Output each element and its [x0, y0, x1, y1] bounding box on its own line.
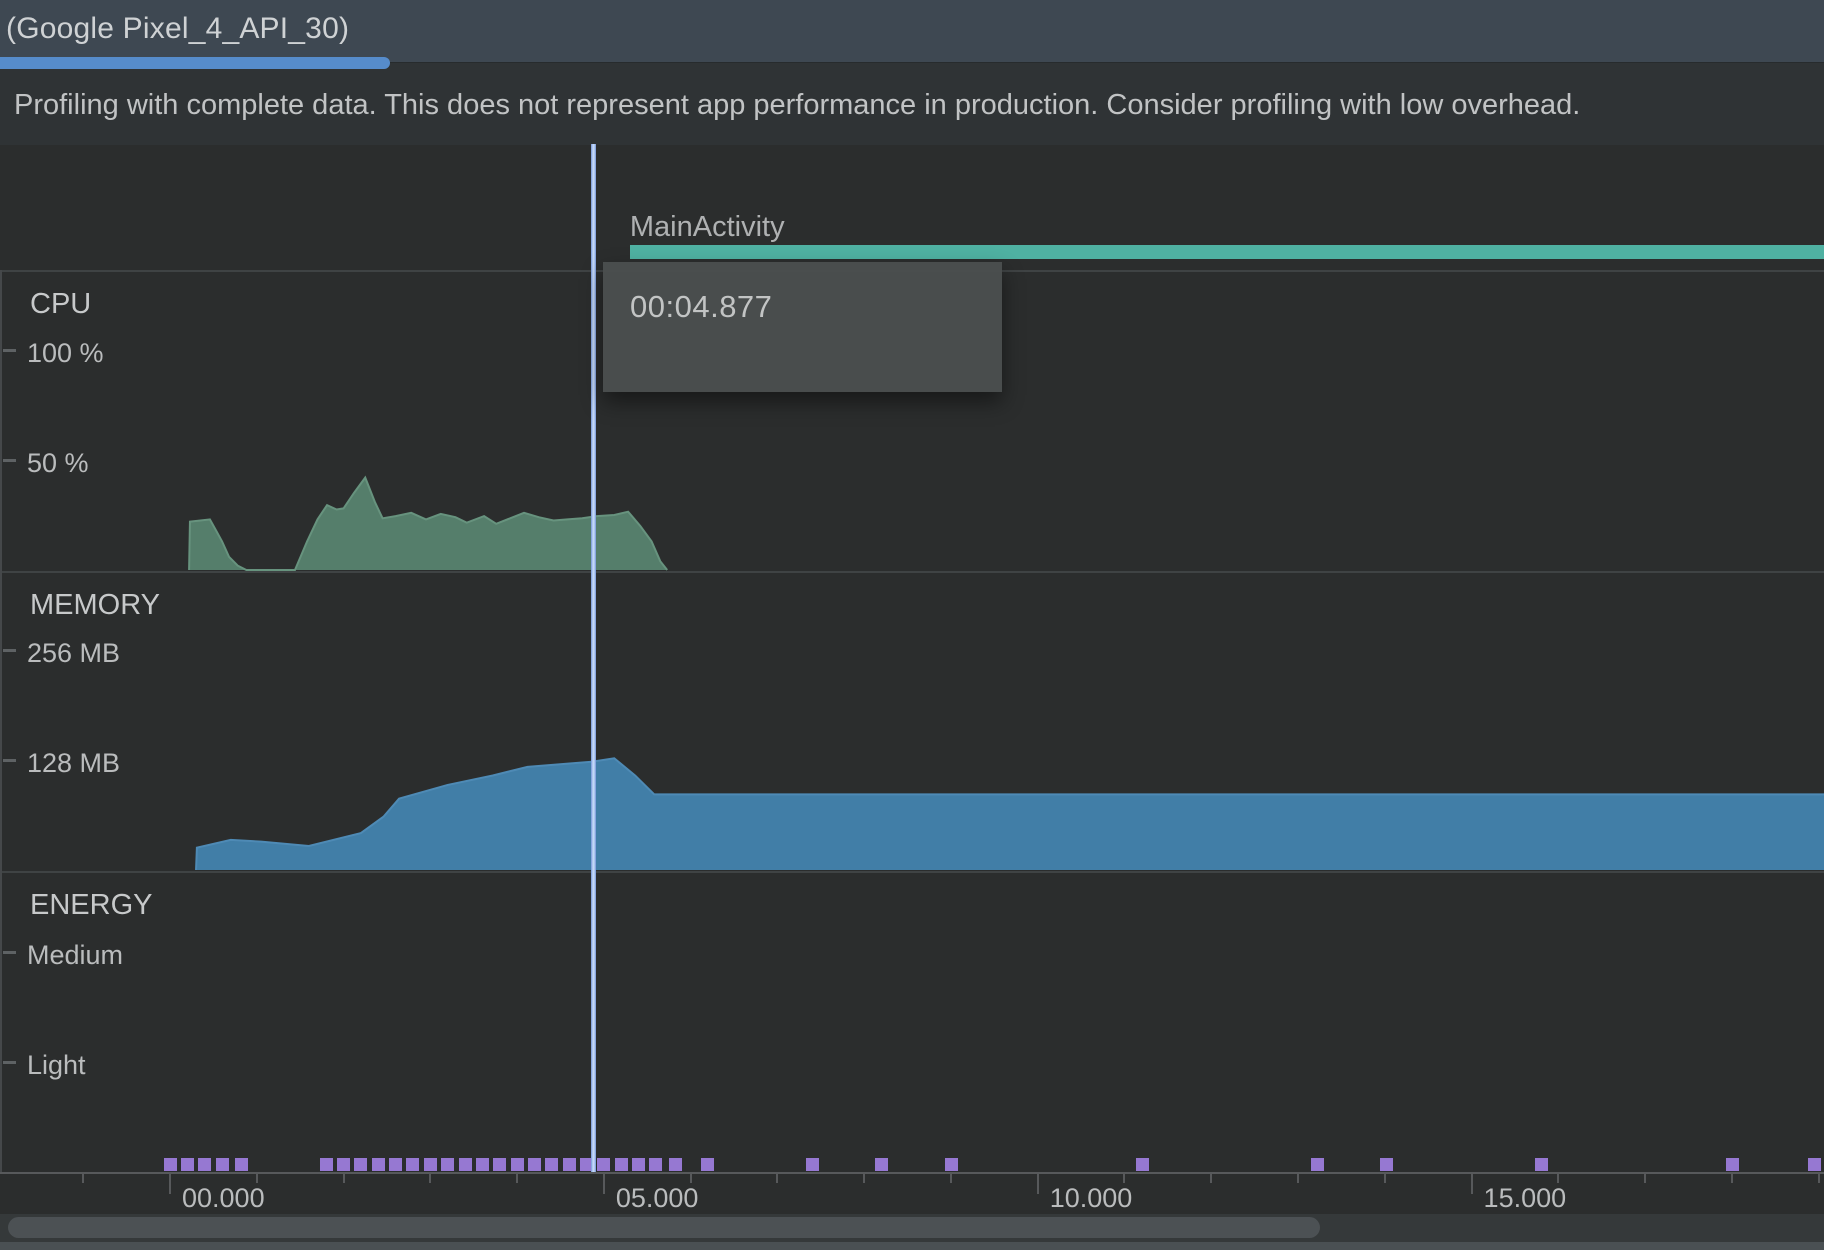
- time-axis-minor-tick: [516, 1172, 519, 1183]
- user-event-marker[interactable]: [510, 1158, 524, 1171]
- user-event-marker[interactable]: [406, 1158, 420, 1171]
- user-event-marker[interactable]: [579, 1158, 593, 1171]
- time-tooltip: 00:04.877: [603, 262, 1002, 392]
- selected-tab-underline: [0, 57, 390, 69]
- time-axis-minor-tick: [82, 1172, 85, 1183]
- cpu-section-title: CPU: [30, 288, 92, 320]
- time-axis-minor-tick: [1730, 1172, 1733, 1183]
- user-event-marker[interactable]: [945, 1158, 959, 1171]
- user-event-marker[interactable]: [1807, 1158, 1821, 1171]
- profiling-warning-text: Profiling with complete data. This does …: [14, 89, 1581, 121]
- cpu-ytick-dash: [3, 459, 16, 462]
- user-event-marker[interactable]: [234, 1158, 248, 1171]
- tooltip-timestamp: 00:04.877: [630, 289, 773, 324]
- memory-ytick-dash: [3, 759, 16, 762]
- time-axis-label: 15.000: [1483, 1183, 1567, 1213]
- user-event-marker[interactable]: [475, 1158, 489, 1171]
- horizontal-scrollbar-thumb[interactable]: [8, 1217, 1320, 1238]
- cpu-usage-area[interactable]: [189, 477, 668, 570]
- cpu-ytick-label: 50 %: [27, 448, 89, 478]
- time-axis-line: [0, 1172, 1824, 1174]
- user-event-marker[interactable]: [1310, 1158, 1324, 1171]
- time-axis-label: 10.000: [1049, 1183, 1133, 1213]
- time-axis-minor-tick: [1210, 1172, 1213, 1183]
- user-event-marker[interactable]: [597, 1158, 611, 1171]
- time-axis-minor-tick: [1383, 1172, 1386, 1183]
- horizontal-scrollbar-track[interactable]: [0, 1214, 1824, 1242]
- user-event-marker[interactable]: [875, 1158, 888, 1171]
- time-axis-label: 05.000: [615, 1183, 699, 1213]
- cpu-ytick-label: 100 %: [27, 338, 104, 368]
- device-session-tab[interactable]: (Google Pixel_4_API_30): [6, 12, 350, 45]
- time-axis-major-tick: [1470, 1172, 1473, 1194]
- user-event-marker[interactable]: [337, 1158, 351, 1171]
- time-axis-major-tick: [602, 1172, 605, 1194]
- time-axis-minor-tick: [1817, 1172, 1820, 1183]
- time-axis-minor-tick: [1123, 1172, 1126, 1183]
- memory-usage-line: [195, 757, 1824, 871]
- time-axis-minor-tick: [1557, 1172, 1560, 1183]
- time-axis-minor-tick: [1644, 1172, 1647, 1183]
- energy-ytick-label: Light: [27, 1050, 86, 1080]
- energy-ytick-dash: [3, 951, 16, 954]
- time-axis-minor-tick: [776, 1172, 779, 1183]
- memory-usage-area[interactable]: [196, 758, 1824, 870]
- time-axis-label: 00.000: [182, 1183, 265, 1213]
- user-event-marker[interactable]: [389, 1158, 403, 1171]
- user-event-marker[interactable]: [527, 1158, 541, 1171]
- user-event-marker[interactable]: [1535, 1158, 1549, 1171]
- user-event-marker[interactable]: [216, 1158, 230, 1171]
- user-event-marker[interactable]: [441, 1158, 455, 1171]
- user-event-marker[interactable]: [493, 1158, 507, 1171]
- user-event-marker[interactable]: [180, 1158, 194, 1171]
- time-axis-major-tick: [1036, 1172, 1039, 1194]
- user-event-marker[interactable]: [163, 1158, 177, 1171]
- user-event-marker[interactable]: [1726, 1158, 1740, 1171]
- time-axis-minor-tick: [689, 1172, 692, 1183]
- user-event-marker[interactable]: [458, 1158, 472, 1171]
- activity-duration-bar[interactable]: [629, 245, 1824, 259]
- user-event-marker[interactable]: [669, 1158, 683, 1171]
- user-event-marker[interactable]: [545, 1158, 559, 1171]
- energy-section-title: ENERGY: [30, 889, 153, 921]
- time-axis-minor-tick: [429, 1172, 432, 1183]
- memory-ytick-label: 128 MB: [27, 748, 121, 778]
- memory-section-title: MEMORY: [30, 589, 160, 621]
- user-event-marker[interactable]: [632, 1158, 646, 1171]
- user-event-marker[interactable]: [423, 1158, 437, 1171]
- time-axis-minor-tick: [255, 1172, 258, 1183]
- energy-ytick-label: Medium: [27, 940, 124, 970]
- user-event-marker[interactable]: [701, 1158, 715, 1171]
- time-axis-minor-tick: [1297, 1172, 1299, 1183]
- user-event-marker[interactable]: [649, 1158, 663, 1171]
- user-event-marker[interactable]: [614, 1158, 628, 1171]
- separator-cpu-memory: [0, 571, 1824, 573]
- session-tab-bar: (Google Pixel_4_API_30): [0, 0, 1824, 62]
- user-event-marker[interactable]: [1380, 1158, 1393, 1171]
- activity-name-label: MainActivity: [629, 211, 785, 243]
- window-bottom-edge: [0, 1242, 1824, 1250]
- separator-memory-energy: [0, 871, 1824, 873]
- memory-ytick-dash: [3, 649, 16, 652]
- memory-ytick-label: 256 MB: [27, 638, 121, 668]
- user-event-marker[interactable]: [371, 1158, 385, 1171]
- user-event-marker[interactable]: [1136, 1158, 1150, 1171]
- profiling-warning-banner: Profiling with complete data. This does …: [0, 62, 1824, 145]
- time-cursor-line[interactable]: [590, 144, 596, 1172]
- cpu-usage-line: [188, 475, 668, 571]
- time-axis-minor-tick: [863, 1172, 866, 1183]
- time-axis-major-tick: [169, 1172, 171, 1194]
- user-event-marker[interactable]: [319, 1158, 333, 1171]
- user-event-marker[interactable]: [562, 1158, 576, 1171]
- energy-ytick-dash: [3, 1061, 16, 1064]
- user-event-marker[interactable]: [806, 1158, 820, 1171]
- user-event-marker[interactable]: [198, 1158, 212, 1171]
- cpu-ytick-dash: [3, 349, 16, 352]
- time-axis-minor-tick: [342, 1172, 345, 1183]
- time-axis-minor-tick: [949, 1172, 952, 1183]
- user-event-marker[interactable]: [354, 1158, 368, 1171]
- chart-left-border: [0, 270, 2, 1172]
